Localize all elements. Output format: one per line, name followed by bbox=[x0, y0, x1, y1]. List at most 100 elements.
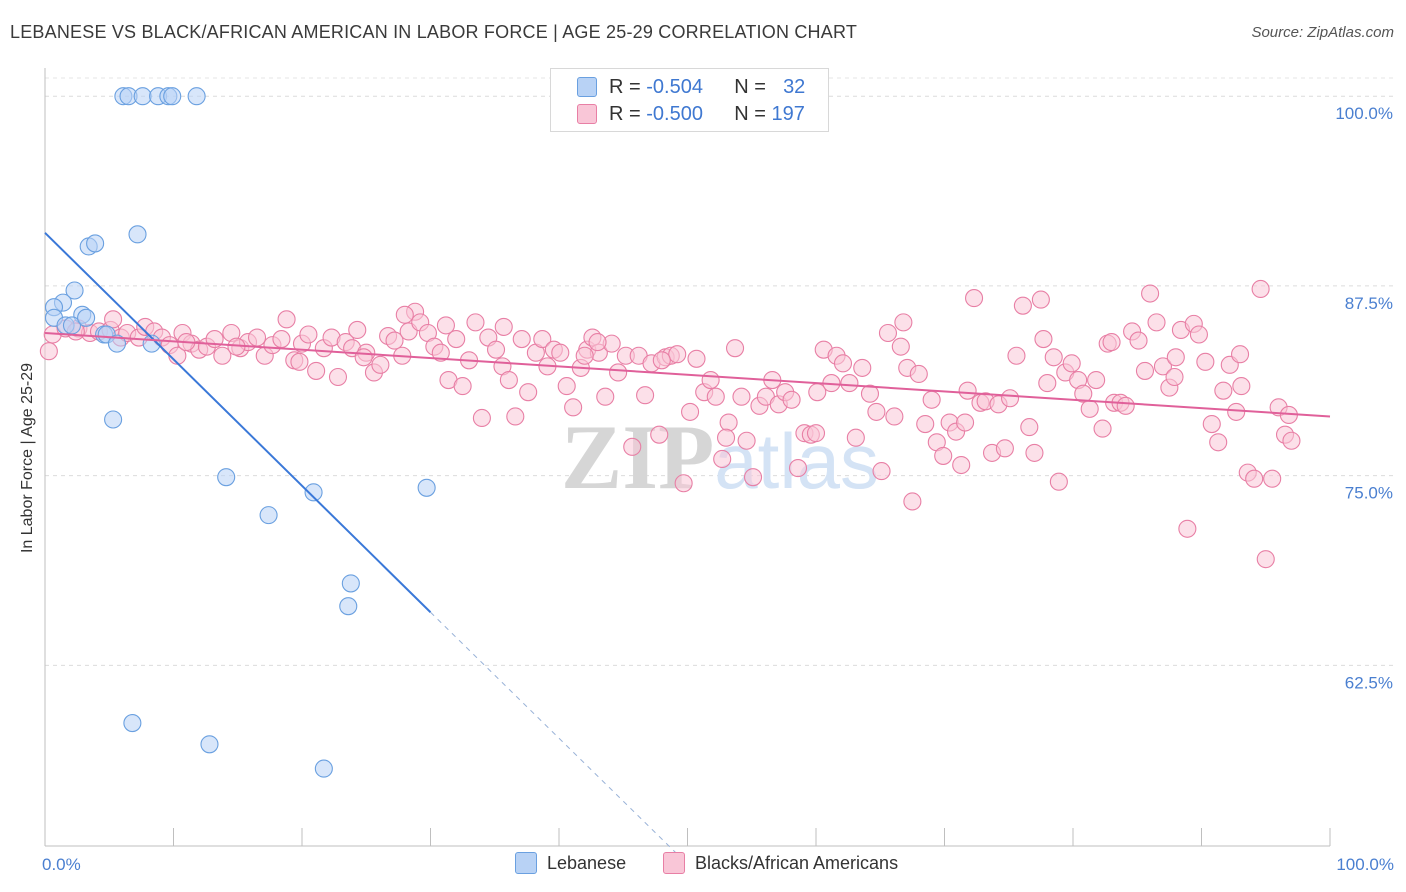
black-african-americans-point bbox=[1049, 472, 1068, 491]
black-african-americans-point bbox=[247, 328, 267, 347]
black-african-americans-point bbox=[668, 345, 687, 364]
series-lebanese bbox=[44, 87, 436, 778]
black-african-americans-point bbox=[965, 289, 984, 308]
black-african-americans-point bbox=[1000, 389, 1020, 408]
lebanese-point bbox=[341, 574, 360, 593]
black-african-americans-point bbox=[348, 320, 367, 340]
black-african-americans-point bbox=[506, 407, 525, 426]
black-african-americans-point bbox=[1087, 370, 1106, 390]
y-tick-label: 62.5% bbox=[1345, 673, 1393, 692]
black-african-americans-point bbox=[782, 390, 801, 409]
black-african-americans-point bbox=[1251, 279, 1270, 299]
black-african-americans-point bbox=[1209, 433, 1228, 452]
black-african-americans-point bbox=[934, 446, 953, 465]
black-african-americans-point bbox=[1062, 354, 1081, 373]
black-african-americans-point bbox=[681, 402, 700, 421]
lebanese-point bbox=[65, 281, 84, 300]
black-african-americans-point bbox=[701, 370, 720, 390]
black-african-americans-point bbox=[290, 352, 309, 371]
black-african-americans-point bbox=[1153, 357, 1172, 376]
lebanese-point bbox=[104, 410, 123, 429]
black-african-americans-point bbox=[1231, 345, 1250, 364]
lebanese-point bbox=[417, 478, 436, 497]
lebanese-trend-extension bbox=[430, 611, 688, 865]
black-african-americans-point bbox=[1135, 361, 1155, 380]
y-tick-label: 75.0% bbox=[1345, 484, 1393, 503]
black-african-americans-point bbox=[472, 408, 491, 428]
r-value-black-african-americans: -0.500 bbox=[646, 102, 703, 125]
black-african-americans-point bbox=[1165, 367, 1184, 387]
black-african-americans-point bbox=[328, 367, 348, 387]
x-tick-label: 0.0% bbox=[42, 855, 81, 874]
lebanese-legend-swatch bbox=[515, 852, 537, 874]
black-african-americans-point bbox=[354, 348, 373, 367]
legend-item-black-african-americans: Blacks/African Americans bbox=[663, 852, 898, 874]
lebanese-point bbox=[123, 714, 142, 733]
lebanese-point bbox=[200, 735, 219, 754]
black-african-americans-point bbox=[867, 402, 886, 421]
lebanese-point bbox=[304, 483, 323, 502]
black-african-americans-point bbox=[623, 437, 642, 456]
black-african-americans-point bbox=[436, 316, 455, 335]
black-african-americans-point bbox=[533, 330, 552, 349]
black-african-americans-point bbox=[609, 363, 628, 382]
lebanese-point bbox=[187, 87, 206, 106]
black-african-americans-point bbox=[447, 330, 466, 349]
n-value-black-african-americans: 197 bbox=[771, 102, 805, 125]
black-african-americans-point bbox=[903, 492, 922, 511]
black-african-americans-point bbox=[652, 351, 671, 370]
black-african-americans-point bbox=[431, 343, 450, 362]
legend-row-lebanese: R = -0.504 N = 32 bbox=[551, 72, 805, 102]
y-tick-label: 100.0% bbox=[1335, 104, 1393, 123]
black-african-americans-point bbox=[840, 374, 859, 393]
black-african-americans-point bbox=[1245, 469, 1264, 488]
black-african-americans-point bbox=[846, 428, 865, 447]
black-african-americans-point bbox=[1020, 418, 1039, 437]
black-african-americans-point bbox=[486, 340, 506, 359]
black-african-americans-point bbox=[1013, 296, 1032, 315]
black-african-americans-point bbox=[737, 431, 756, 450]
black-african-americans-point bbox=[1102, 333, 1121, 352]
black-african-americans-point bbox=[894, 313, 913, 332]
lebanese-point bbox=[217, 468, 236, 487]
axes bbox=[44, 68, 1331, 847]
trend-lines bbox=[44, 232, 1331, 865]
black-african-americans-point bbox=[716, 428, 736, 447]
lebanese-point bbox=[133, 87, 152, 106]
black-african-americans-point bbox=[1196, 352, 1215, 371]
black-african-americans-point bbox=[1227, 402, 1246, 421]
black-african-americans-point bbox=[575, 346, 594, 365]
black-african-americans-point bbox=[1034, 330, 1053, 349]
black-african-americans-swatch bbox=[577, 104, 597, 124]
black-african-americans-point bbox=[706, 387, 725, 406]
black-african-americans-point bbox=[466, 313, 485, 332]
lebanese-point bbox=[163, 87, 182, 106]
black-african-americans-point bbox=[1141, 284, 1160, 303]
black-african-americans-point bbox=[596, 387, 615, 406]
black-african-americans-point bbox=[1038, 374, 1057, 393]
black-african-americans-point bbox=[512, 330, 531, 349]
n-label: N = bbox=[734, 102, 766, 125]
grid-lines bbox=[45, 77, 1395, 666]
black-african-americans-point bbox=[1025, 443, 1044, 462]
lebanese-legend-label: Lebanese bbox=[547, 852, 627, 873]
black-african-americans-point bbox=[499, 370, 518, 390]
y-tick-label: 87.5% bbox=[1345, 294, 1393, 313]
black-african-americans-point bbox=[1044, 348, 1063, 367]
black-african-americans-point bbox=[732, 387, 751, 406]
black-african-americans-point bbox=[636, 386, 655, 405]
black-african-americans-point bbox=[39, 342, 58, 361]
black-african-americans-point bbox=[788, 459, 808, 478]
r-value-lebanese: -0.504 bbox=[646, 75, 703, 98]
black-african-americans-point bbox=[1256, 550, 1275, 569]
black-african-americans-point bbox=[494, 317, 513, 336]
black-african-americans-point bbox=[958, 381, 977, 400]
black-african-americans-point bbox=[1031, 290, 1050, 309]
black-african-americans-point bbox=[1282, 431, 1301, 450]
lebanese-trend-line bbox=[44, 232, 432, 613]
black-african-americans-point bbox=[104, 310, 123, 329]
black-african-americans-point bbox=[853, 358, 872, 377]
black-african-americans-point bbox=[719, 413, 738, 432]
black-african-americans-point bbox=[1178, 519, 1197, 538]
